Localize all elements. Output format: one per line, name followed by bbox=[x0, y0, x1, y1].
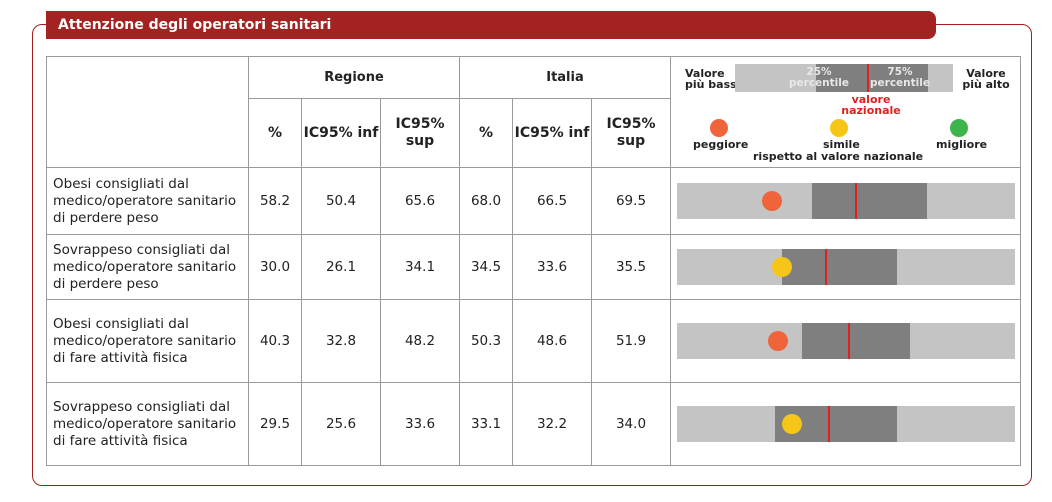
national-value-line bbox=[848, 323, 851, 359]
ita-inf-value: 33.6 bbox=[512, 234, 592, 300]
ita-pct-value: 68.0 bbox=[459, 167, 513, 235]
indicator-label: Sovrappeso consigliati dal medico/operat… bbox=[46, 234, 249, 300]
region-value-dot bbox=[761, 191, 782, 211]
region-value-dot bbox=[781, 414, 802, 434]
legend-better-label: migliore bbox=[936, 138, 988, 151]
ita-pct-value: 33.1 bbox=[459, 382, 513, 466]
col-ita-inf: IC95% inf bbox=[512, 98, 592, 168]
legend-p25-label: 25% percentile bbox=[789, 66, 849, 89]
comparison-bar-cell bbox=[670, 167, 1021, 235]
legend-iqr-bar bbox=[816, 64, 928, 92]
indicator-label: Obesi consigliati dal medico/operatore s… bbox=[46, 299, 249, 383]
ita-pct-value: 34.5 bbox=[459, 234, 513, 300]
legend-national-line bbox=[867, 64, 869, 92]
reg-sup-value: 34.1 bbox=[380, 234, 460, 300]
iqr-bar bbox=[802, 323, 911, 359]
region-value-dot bbox=[771, 257, 792, 277]
comparison-bar-cell bbox=[670, 382, 1021, 466]
legend-national-label: valore nazionale bbox=[841, 93, 901, 117]
reg-inf-value: 25.6 bbox=[301, 382, 381, 466]
ita-pct-value: 50.3 bbox=[459, 299, 513, 383]
col-ita-sup: IC95% sup bbox=[591, 98, 671, 168]
table-row: Obesi consigliati dal medico/operatore s… bbox=[46, 167, 1021, 235]
col-reg-inf: IC95% inf bbox=[301, 98, 381, 168]
reg-inf-value: 50.4 bbox=[301, 167, 381, 235]
col-reg-sup: IC95% sup bbox=[380, 98, 460, 168]
reg-pct-value: 30.0 bbox=[248, 234, 302, 300]
ita-sup-value: 69.5 bbox=[591, 167, 671, 235]
legend-better-dot bbox=[950, 119, 968, 137]
col-ita-pct: % bbox=[459, 98, 513, 168]
legend-similar-label: simile bbox=[823, 138, 860, 151]
reg-pct-value: 29.5 bbox=[248, 382, 302, 466]
table-row: Sovrappeso consigliati dal medico/operat… bbox=[46, 382, 1021, 466]
indicator-label: Obesi consigliati dal medico/operatore s… bbox=[46, 167, 249, 235]
reg-sup-value: 65.6 bbox=[380, 167, 460, 235]
legend-similar-dot bbox=[830, 119, 848, 137]
header-regione: Regione bbox=[248, 55, 460, 100]
indicator-label: Sovrappeso consigliati dal medico/operat… bbox=[46, 382, 249, 466]
national-value-line bbox=[828, 406, 831, 442]
reg-sup-value: 33.6 bbox=[380, 382, 460, 466]
comparison-bar-cell bbox=[670, 299, 1021, 383]
region-value-dot bbox=[768, 331, 789, 351]
reg-inf-value: 26.1 bbox=[301, 234, 381, 300]
legend-high-label: Valore più alto bbox=[962, 67, 1010, 91]
legend-low-label: Valore più basso bbox=[685, 67, 745, 91]
legend: Valore più basso 25% percentile 75% percent… bbox=[670, 56, 1021, 168]
legend-p75-label: 75% percentile bbox=[870, 66, 930, 89]
ita-inf-value: 48.6 bbox=[512, 299, 592, 383]
col-reg-pct: % bbox=[248, 98, 302, 168]
ita-inf-value: 32.2 bbox=[512, 382, 592, 466]
reg-pct-value: 40.3 bbox=[248, 299, 302, 383]
reg-pct-value: 58.2 bbox=[248, 167, 302, 235]
ita-sup-value: 35.5 bbox=[591, 234, 671, 300]
table-row: Sovrappeso consigliati dal medico/operat… bbox=[46, 234, 1021, 300]
table-row: Obesi consigliati dal medico/operatore s… bbox=[46, 299, 1021, 383]
header-italia: Italia bbox=[459, 55, 671, 100]
header-blank bbox=[46, 56, 249, 168]
section-title: Attenzione degli operatori sanitari bbox=[46, 11, 936, 39]
reg-sup-value: 48.2 bbox=[380, 299, 460, 383]
iqr-bar bbox=[781, 249, 897, 285]
legend-worse-dot bbox=[710, 119, 728, 137]
national-value-line bbox=[824, 249, 827, 285]
national-value-line bbox=[855, 183, 858, 219]
indicator-table: Regione Italia Valore più basso 25% percen… bbox=[46, 55, 1021, 466]
ita-sup-value: 34.0 bbox=[591, 382, 671, 466]
ita-inf-value: 66.5 bbox=[512, 167, 592, 235]
reg-inf-value: 32.8 bbox=[301, 299, 381, 383]
legend-worse-label: peggiore bbox=[693, 138, 749, 151]
comparison-bar-cell bbox=[670, 234, 1021, 300]
legend-note: rispetto al valore nazionale bbox=[753, 150, 924, 163]
ita-sup-value: 51.9 bbox=[591, 299, 671, 383]
iqr-bar bbox=[812, 183, 928, 219]
